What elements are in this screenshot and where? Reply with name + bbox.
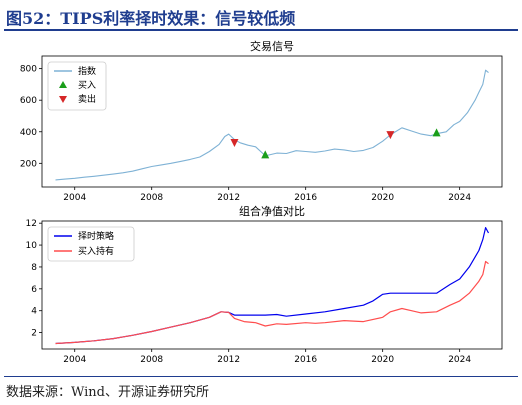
nav-plot-frame <box>41 220 503 350</box>
buy-signal-marker <box>261 150 270 159</box>
nav-y-tick-label: 2 <box>31 329 37 339</box>
legend-index-label: 指数 <box>78 65 96 77</box>
legend-buyhold-label: 买入持有 <box>78 245 114 257</box>
signals-y-tick-label: 400 <box>20 128 37 138</box>
signals-x-tick-label: 2016 <box>294 193 317 203</box>
nav-legend: 择时策略 买入持有 <box>47 226 135 262</box>
signals-legend: 指数 买入 卖出 <box>47 61 107 111</box>
figure-header: 图52：TIPS利率择时效果：信号较低频 <box>4 2 518 31</box>
nav-panel: 组合净值对比 2004 2008 2012 2016 2020 202424681012 … <box>26 204 503 365</box>
figure-title: 图52：TIPS利率择时效果：信号较低频 <box>6 9 296 28</box>
footer-rule <box>4 376 518 377</box>
signals-plot-frame <box>41 55 503 188</box>
signals-x-tick-label: 2024 <box>448 193 471 203</box>
nav-y-tick-label: 10 <box>26 241 38 251</box>
figure-source: 数据来源：Wind、开源证券研究所 <box>6 385 209 400</box>
sell-signal-marker <box>230 139 239 148</box>
nav-y-tick-label: 4 <box>31 307 37 317</box>
figure-footer: 数据来源：Wind、开源证券研究所 <box>4 376 518 404</box>
signals-y-tick-label: 200 <box>20 159 37 169</box>
signals-series-line-0 <box>55 69 489 181</box>
signals-x-tick-label: 2004 <box>63 193 86 203</box>
legend-sell-marker <box>59 96 67 103</box>
nav-y-tick-label: 12 <box>26 219 37 229</box>
legend-buy-label: 买入 <box>78 80 96 91</box>
nav-chart-title: 组合净值对比 <box>239 204 305 218</box>
signals-y-tick-label: 800 <box>20 65 37 75</box>
signals-x-tick-label: 2012 <box>217 193 240 203</box>
signals-x-tick-label: 2008 <box>140 193 163 203</box>
header-rule <box>4 29 518 31</box>
legend-sell-label: 卖出 <box>78 93 96 105</box>
signals-chart-title: 交易信号 <box>250 39 294 53</box>
nav-axes: 2004 2008 2012 2016 2020 2024 2 4 6 8 10 12 <box>26 219 472 365</box>
nav-y-tick-label: 8 <box>31 263 37 273</box>
signals-x-tick-label: 2020 <box>371 193 394 203</box>
legend-buy-marker <box>59 81 67 88</box>
nav-x-tick-label: 2016 <box>294 355 317 365</box>
legend-strategy-label: 择时策略 <box>78 230 114 242</box>
signals-y-tick-label: 600 <box>20 96 37 106</box>
charts-canvas: 交易信号 2004 2008 2012 2016 2020 2024 200 400 600 80… <box>20 39 503 365</box>
nav-x-tick-label: 2024 <box>448 355 471 365</box>
nav-x-tick-label: 2020 <box>371 355 394 365</box>
signals-legend-box <box>47 61 107 111</box>
signals-axes: 2004 2008 2012 2016 2020 2024 200 400 600 800 <box>20 65 472 203</box>
buy-signal-marker <box>432 128 441 137</box>
sell-signal-marker <box>386 131 395 140</box>
nav-x-tick-label: 2012 <box>217 355 240 365</box>
nav-x-tick-label: 2004 <box>63 355 86 365</box>
signals-series-layer <box>55 69 489 181</box>
nav-y-tick-label: 6 <box>31 285 37 295</box>
nav-series-layer <box>55 227 490 345</box>
nav-series-line-1 <box>55 260 489 345</box>
signals-panel: 交易信号 2004 2008 2012 2016 2020 2024 200 400 600 80… <box>20 39 503 203</box>
nav-x-tick-label: 2008 <box>140 355 163 365</box>
